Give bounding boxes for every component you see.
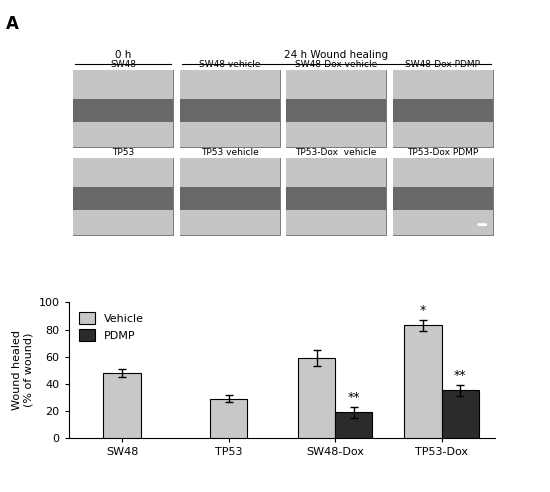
Bar [286, 187, 386, 210]
Bar [179, 210, 280, 235]
Bar [103, 373, 141, 438]
Bar [442, 391, 479, 438]
Text: SW48 vehicle: SW48 vehicle [199, 60, 260, 69]
Text: SW48: SW48 [110, 60, 136, 69]
FancyBboxPatch shape [393, 158, 493, 235]
FancyBboxPatch shape [286, 70, 386, 147]
Bar [286, 99, 386, 122]
Text: A: A [6, 15, 18, 33]
Bar [286, 210, 386, 235]
Text: *: * [420, 305, 426, 317]
FancyBboxPatch shape [73, 158, 173, 235]
Text: TP53 vehicle: TP53 vehicle [201, 148, 258, 157]
Bar [393, 210, 493, 235]
Text: **: ** [348, 391, 360, 404]
Bar [335, 412, 372, 438]
Bar [73, 210, 173, 235]
Bar [210, 399, 248, 438]
Text: SW48-Dox vehicle: SW48-Dox vehicle [295, 60, 377, 69]
Bar [73, 99, 173, 122]
Bar [179, 122, 280, 147]
FancyBboxPatch shape [286, 158, 386, 235]
Bar [73, 158, 173, 187]
Text: 0 h: 0 h [115, 50, 131, 60]
Bar [393, 187, 493, 210]
Text: SW48-Dox PDMP: SW48-Dox PDMP [405, 60, 480, 69]
Bar [73, 70, 173, 99]
Bar [298, 358, 335, 438]
FancyBboxPatch shape [393, 70, 493, 147]
Bar [286, 122, 386, 147]
Bar [404, 325, 442, 438]
Bar [286, 158, 386, 187]
Bar [179, 158, 280, 187]
Bar [393, 99, 493, 122]
Bar [73, 122, 173, 147]
Text: TP53: TP53 [112, 148, 134, 157]
Bar [73, 187, 173, 210]
Text: 24 h Wound healing: 24 h Wound healing [284, 50, 388, 60]
Bar [393, 70, 493, 99]
FancyBboxPatch shape [73, 70, 173, 147]
Y-axis label: Wound healed
(% of wound): Wound healed (% of wound) [12, 330, 33, 410]
Bar [179, 70, 280, 99]
Bar [286, 70, 386, 99]
Bar [393, 122, 493, 147]
Text: **: ** [454, 369, 466, 382]
FancyBboxPatch shape [179, 70, 280, 147]
Text: TP53-Dox PDMP: TP53-Dox PDMP [407, 148, 478, 157]
Text: TP53-Dox  vehicle: TP53-Dox vehicle [295, 148, 377, 157]
Bar [393, 158, 493, 187]
Bar [179, 99, 280, 122]
FancyBboxPatch shape [179, 158, 280, 235]
Bar [179, 187, 280, 210]
Legend: Vehicle, PDMP: Vehicle, PDMP [74, 308, 148, 345]
